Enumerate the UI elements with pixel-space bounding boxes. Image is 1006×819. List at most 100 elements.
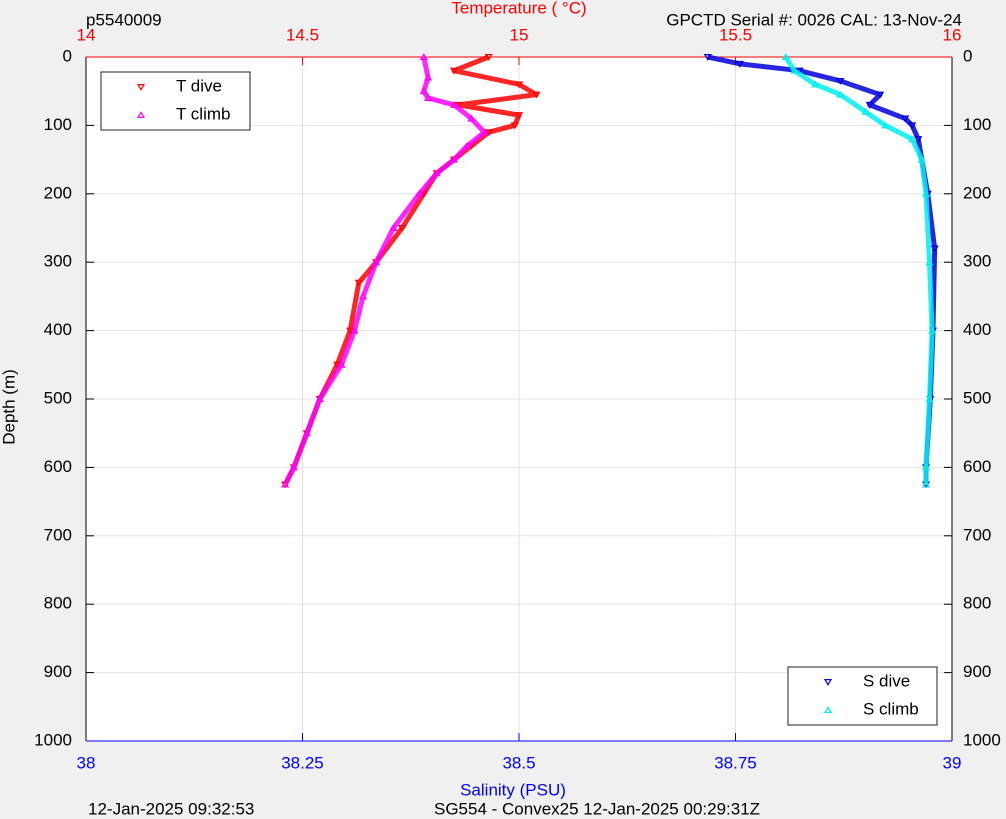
x-axis-label: Salinity (PSU) <box>460 780 566 799</box>
profile-point <box>415 189 424 197</box>
profile-point <box>337 360 346 368</box>
profile-point <box>836 90 845 98</box>
y-tick-label: 800 <box>44 594 72 613</box>
y2-tick-label: 1000 <box>963 730 1001 749</box>
y-tick-label: 900 <box>44 662 72 681</box>
profile-point <box>921 189 931 197</box>
x-tick-label: 38.75 <box>714 753 757 772</box>
x-tick-label: 39 <box>943 753 962 772</box>
profile-point <box>484 129 493 137</box>
x2-tick-label: 15.5 <box>719 25 752 44</box>
profile-point <box>424 73 433 81</box>
y-axis-label: Depth (m) <box>0 369 18 445</box>
footer-left: 12-Jan-2025 09:32:53 <box>88 799 254 818</box>
profile-point <box>921 480 931 488</box>
y2-tick-label: 100 <box>963 115 991 134</box>
profile-point <box>424 94 433 102</box>
legend-marker <box>136 83 146 91</box>
profile-point <box>450 155 459 163</box>
y-tick-label: 400 <box>44 320 72 339</box>
profile-point <box>419 53 428 61</box>
profile-point <box>532 91 541 99</box>
y-tick-label: 1000 <box>34 730 72 749</box>
profile-point <box>928 326 937 334</box>
y2-tick-label: 800 <box>963 594 991 613</box>
y2-tick-label: 400 <box>963 320 991 339</box>
profile-point <box>901 115 910 123</box>
title-right: GPCTD Serial #: 0026 CAL: 13-Nov-24 <box>666 10 962 29</box>
y2-tick-label: 300 <box>963 252 991 271</box>
profile-point <box>914 136 923 143</box>
y-tick-label: 700 <box>44 525 72 544</box>
profile-point <box>484 53 493 61</box>
profile-point <box>908 135 917 143</box>
y2-tick-label: 600 <box>963 457 991 476</box>
profile-point <box>315 395 324 402</box>
profile-point <box>289 463 298 471</box>
profile-point <box>811 80 820 88</box>
y-tick-label: 200 <box>44 183 72 202</box>
profile-point <box>302 429 311 437</box>
profile-point <box>346 327 355 335</box>
footer-center: SG554 - Convex25 12-Jan-2025 00:29:31Z <box>434 799 760 818</box>
y-tick-label: 0 <box>63 46 72 65</box>
profile-point <box>419 87 428 95</box>
profile-point <box>510 122 519 130</box>
x-tick-label: 38 <box>77 753 96 772</box>
profile-point <box>372 258 381 266</box>
profile-point <box>865 101 874 109</box>
profile-point <box>876 91 885 99</box>
profile-point <box>921 463 931 471</box>
profile-point <box>881 121 890 129</box>
legend-label: S dive <box>863 671 910 690</box>
profile-point <box>790 66 799 74</box>
legend-label: S climb <box>863 699 919 718</box>
profile-point <box>917 155 926 163</box>
profile-point <box>925 258 934 266</box>
profile-point <box>908 122 917 130</box>
profile-point <box>432 169 441 177</box>
profile-line <box>282 56 487 486</box>
profile-point <box>861 107 870 115</box>
profile-point <box>389 224 398 231</box>
profile-line <box>783 55 935 485</box>
profile-point <box>354 279 363 287</box>
y-tick-label: 500 <box>44 388 72 407</box>
profile-point <box>359 292 368 300</box>
y-tick-label: 300 <box>44 252 72 271</box>
profile-point <box>480 128 489 136</box>
y2-tick-label: 500 <box>963 388 991 407</box>
profile-point <box>735 60 744 68</box>
y-tick-label: 600 <box>44 457 72 476</box>
profile-point <box>514 112 524 120</box>
y2-tick-label: 200 <box>963 183 991 202</box>
x2-tick-label: 15 <box>510 25 529 44</box>
x-tick-label: 38.5 <box>502 753 535 772</box>
profile-point <box>925 395 934 402</box>
profile-point <box>462 142 472 149</box>
legend-marker <box>823 678 833 686</box>
legend-box <box>100 71 251 131</box>
profile-point <box>398 225 407 232</box>
y2-tick-label: 900 <box>963 662 991 681</box>
profile-point <box>281 480 290 488</box>
profile-point <box>781 53 790 61</box>
legend-marker <box>823 706 833 714</box>
profile-point <box>467 114 476 122</box>
profile-point <box>514 81 524 89</box>
profile-point <box>703 53 712 61</box>
y2-tick-label: 0 <box>963 46 972 65</box>
x-tick-label: 38.25 <box>281 753 324 772</box>
legend-label: T dive <box>176 76 222 95</box>
legend-box <box>787 666 938 726</box>
legend-marker <box>136 111 146 119</box>
x2-tick-label: 14.5 <box>286 25 319 44</box>
title-left: p5540009 <box>86 10 162 29</box>
y2-tick-label: 700 <box>963 525 991 544</box>
x2-axis-label: Temperature ( °C) <box>451 0 586 17</box>
profile-point <box>836 77 845 85</box>
y-tick-label: 100 <box>44 115 72 134</box>
x2-tick-label: 14 <box>77 25 96 44</box>
profile-point <box>350 326 359 334</box>
